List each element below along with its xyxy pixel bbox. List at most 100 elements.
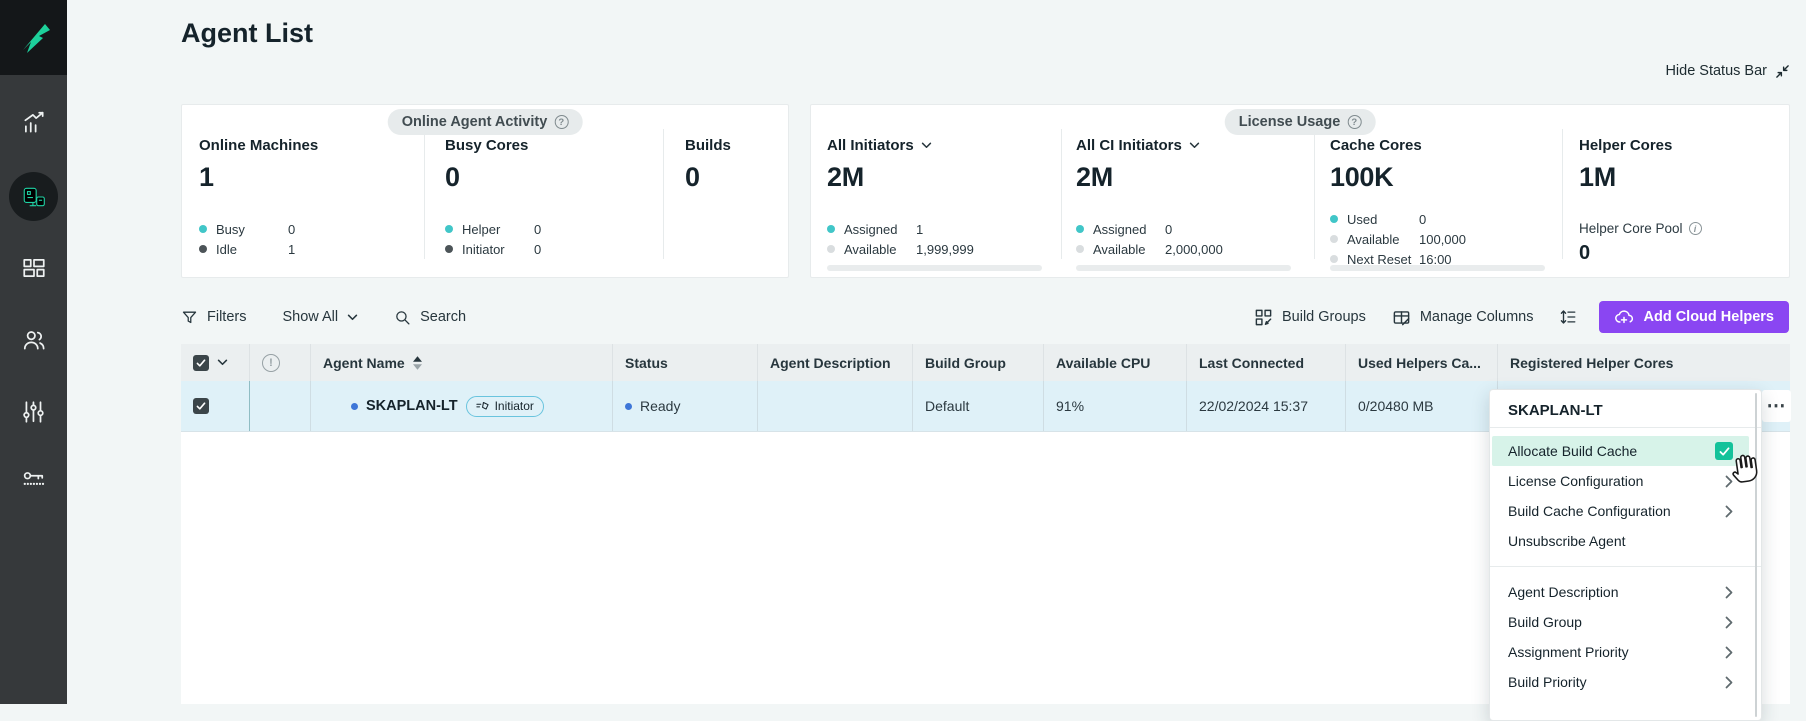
divider [663,129,664,259]
column-header-used-helpers[interactable]: Used Helpers Ca... [1345,344,1497,381]
stat-title-dropdown[interactable]: All Initiators [827,137,974,154]
filters-button[interactable]: Filters [181,309,246,326]
column-header-registered-helper-cores[interactable]: Registered Helper Cores [1497,344,1790,381]
info-icon[interactable]: i [1689,222,1702,235]
row-agent-name-cell: SKAPLAN-LT Initiator [310,381,612,431]
column-header-build-group[interactable]: Build Group [912,344,1043,381]
chevron-down-icon [921,142,932,149]
legend-label: Assigned [1093,222,1165,237]
menu-item-license-configuration[interactable]: License Configuration [1490,466,1749,496]
show-all-dropdown[interactable]: Show All [282,309,358,325]
menu-item-label: Allocate Build Cache [1508,443,1637,459]
stat-value: 2M [827,162,974,193]
row-select-cell [181,381,249,431]
stat-value: 2M [1076,162,1223,193]
row-alert-cell [249,381,310,431]
column-label: Agent Description [770,355,891,371]
legend-value: 1 [916,222,923,237]
menu-item-build-cache-configuration[interactable]: Build Cache Configuration [1490,496,1749,526]
menu-item-label: Agent Description [1508,584,1619,600]
assigned-dot [1076,225,1084,233]
legend-row: Available 1,999,999 [827,239,974,259]
sidebar-item-agents[interactable] [9,172,58,221]
select-all-checkbox[interactable] [193,355,209,371]
usage-progress-bar [827,265,1042,271]
column-label: Agent Name [323,355,405,371]
chevron-down-icon[interactable] [217,359,228,366]
available-dot [1076,245,1084,253]
sidebar-item-settings[interactable] [0,399,67,425]
stat-title: All CI Initiators [1076,137,1182,154]
stat-value: 0 [685,162,731,193]
search-placeholder: Search [420,309,466,325]
chevron-right-icon [1725,676,1733,689]
column-label: Used Helpers Ca... [1358,355,1481,371]
legend-value: 0 [1419,212,1426,227]
app-logo[interactable] [0,0,67,75]
menu-item-allocate-build-cache[interactable]: Allocate Build Cache [1492,436,1749,466]
stat-builds: Builds 0 [685,137,731,193]
stat-value: 0 [445,162,541,193]
stat-title: Online Machines [199,137,318,154]
build-groups-button[interactable]: Build Groups [1254,308,1366,327]
build-groups-icon [1254,308,1273,327]
incredibuild-logo-icon [17,21,51,55]
column-header-last-connected[interactable]: Last Connected [1186,344,1345,381]
sort-icon[interactable] [413,356,422,370]
row-height-icon [1559,308,1577,326]
sidebar-item-users[interactable] [0,327,67,353]
legend-row: Idle 1 [199,239,318,259]
stat-legend: Used 0 Available 100,000 Next Reset 16:0… [1330,209,1466,269]
row-used-helpers-cell: 0/20480 MB [1345,381,1497,431]
column-label: Status [625,355,668,371]
stat-cache-cores: Cache Cores 100K Used 0 Available 100,00… [1330,137,1466,269]
badge-label: License Usage [1239,114,1341,130]
legend-label: Available [844,242,916,257]
mouse-cursor-hand [1727,448,1763,486]
column-header-status[interactable]: Status [612,344,757,381]
manage-columns-button[interactable]: Manage Columns [1392,308,1534,327]
menu-item-agent-description[interactable]: Agent Description [1490,577,1749,607]
help-icon[interactable]: ? [1347,115,1361,129]
sidebar-item-license[interactable] [0,466,67,492]
row-agent-description-cell [757,381,912,431]
manage-columns-icon [1392,308,1411,327]
legend-value: 0 [288,222,295,237]
users-icon [21,327,47,353]
add-cloud-helpers-button[interactable]: Add Cloud Helpers [1599,301,1789,333]
alerts-column-header: ! [249,344,310,381]
row-checkbox[interactable] [193,398,209,414]
legend-label: Helper [462,222,534,237]
sidebar-item-dashboard[interactable] [0,110,67,136]
menu-item-build-group[interactable]: Build Group [1490,607,1749,637]
search-input[interactable]: Search [394,309,466,326]
menu-item-unsubscribe-agent[interactable]: Unsubscribe Agent [1490,526,1749,556]
column-header-available-cpu[interactable]: Available CPU [1043,344,1186,381]
legend-label: Used [1347,212,1419,227]
helper-dot [445,225,453,233]
menu-item-assignment-priority[interactable]: Assignment Priority [1490,637,1749,667]
column-label: Build Group [925,355,1006,371]
column-header-agent-description[interactable]: Agent Description [757,344,912,381]
stat-title: Cache Cores [1330,137,1466,154]
menu-item-build-priority[interactable]: Build Priority [1490,667,1749,697]
hide-status-bar-button[interactable]: Hide Status Bar [1665,63,1790,79]
help-icon[interactable]: ? [554,115,568,129]
sidebar-item-builds[interactable] [0,255,67,281]
row-last-connected-cell: 22/02/2024 15:37 [1186,381,1345,431]
stat-title-dropdown[interactable]: All CI Initiators [1076,137,1223,154]
menu-item-label: Build Cache Configuration [1508,503,1671,519]
column-header-agent-name[interactable]: Agent Name [310,344,612,381]
ellipsis-icon: ⋯ [1767,395,1787,418]
builds-grid-icon [21,255,47,281]
stat-helper-cores: Helper Cores 1M Helper Core Pool i 0 [1579,137,1702,265]
filter-icon [181,309,198,326]
stat-value: 1 [199,162,318,193]
row-height-button[interactable] [1559,308,1577,326]
stat-legend: Busy 0 Idle 1 [199,219,318,259]
next-reset-dot [1330,255,1338,263]
menu-scrollbar[interactable] [1755,393,1757,717]
legend-value: 0 [534,222,541,237]
available-dot [827,245,835,253]
row-actions-kebab-button[interactable]: ⋯ [1762,390,1791,422]
